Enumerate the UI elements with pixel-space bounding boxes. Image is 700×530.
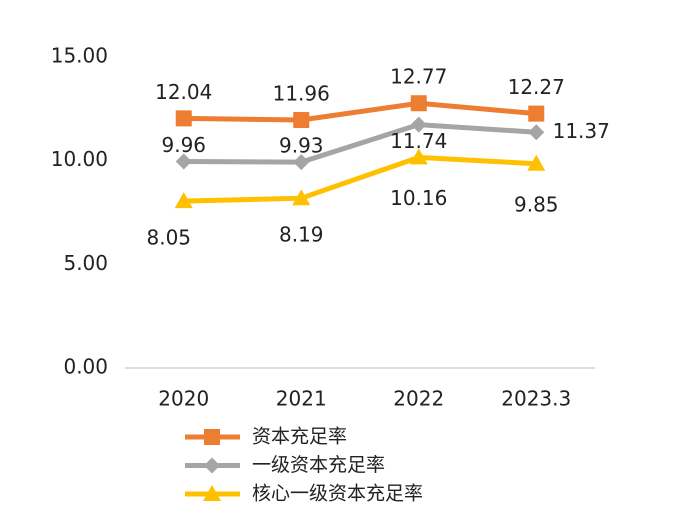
data-label: 12.77 (390, 65, 447, 89)
marker (527, 154, 546, 171)
y-tick-label: 15.00 (51, 44, 108, 68)
y-tick-label: 10.00 (51, 147, 108, 171)
x-tick-label: 2022 (393, 387, 444, 411)
line (183, 122, 537, 165)
marker (528, 105, 545, 122)
legend-label: 核心一级资本充足率 (252, 483, 423, 505)
marker (175, 110, 192, 127)
marker (409, 148, 428, 165)
data-label: 8.19 (279, 223, 324, 247)
line (183, 100, 537, 123)
data-label: 12.27 (508, 75, 565, 99)
y-tick-label: 0.00 (63, 355, 108, 379)
data-label: 9.93 (279, 134, 324, 158)
x-tick-label: 2020 (158, 387, 209, 411)
data-label: 9.96 (161, 133, 206, 157)
y-tick-label: 5.00 (63, 251, 108, 275)
marker (410, 95, 427, 112)
legend-label: 一级资本充足率 (252, 454, 385, 476)
data-label: 8.05 (146, 226, 191, 250)
data-label: 11.37 (553, 119, 610, 143)
marker (293, 154, 310, 171)
data-label: 11.96 (273, 82, 330, 106)
marker (204, 457, 220, 474)
marker (410, 116, 427, 133)
marker (292, 189, 311, 206)
data-label: 10.16 (390, 186, 447, 210)
marker (528, 124, 545, 141)
marker (204, 429, 220, 445)
legend-label: 资本充足率 (252, 426, 347, 448)
marker (174, 192, 193, 209)
x-tick-label: 2021 (276, 387, 327, 411)
data-label: 9.85 (514, 192, 559, 216)
marker (293, 112, 310, 129)
x-tick-label: 2023.3 (501, 387, 571, 411)
marker (203, 485, 221, 501)
marker (175, 153, 192, 170)
data-label: 12.04 (155, 80, 212, 104)
line (183, 154, 537, 204)
